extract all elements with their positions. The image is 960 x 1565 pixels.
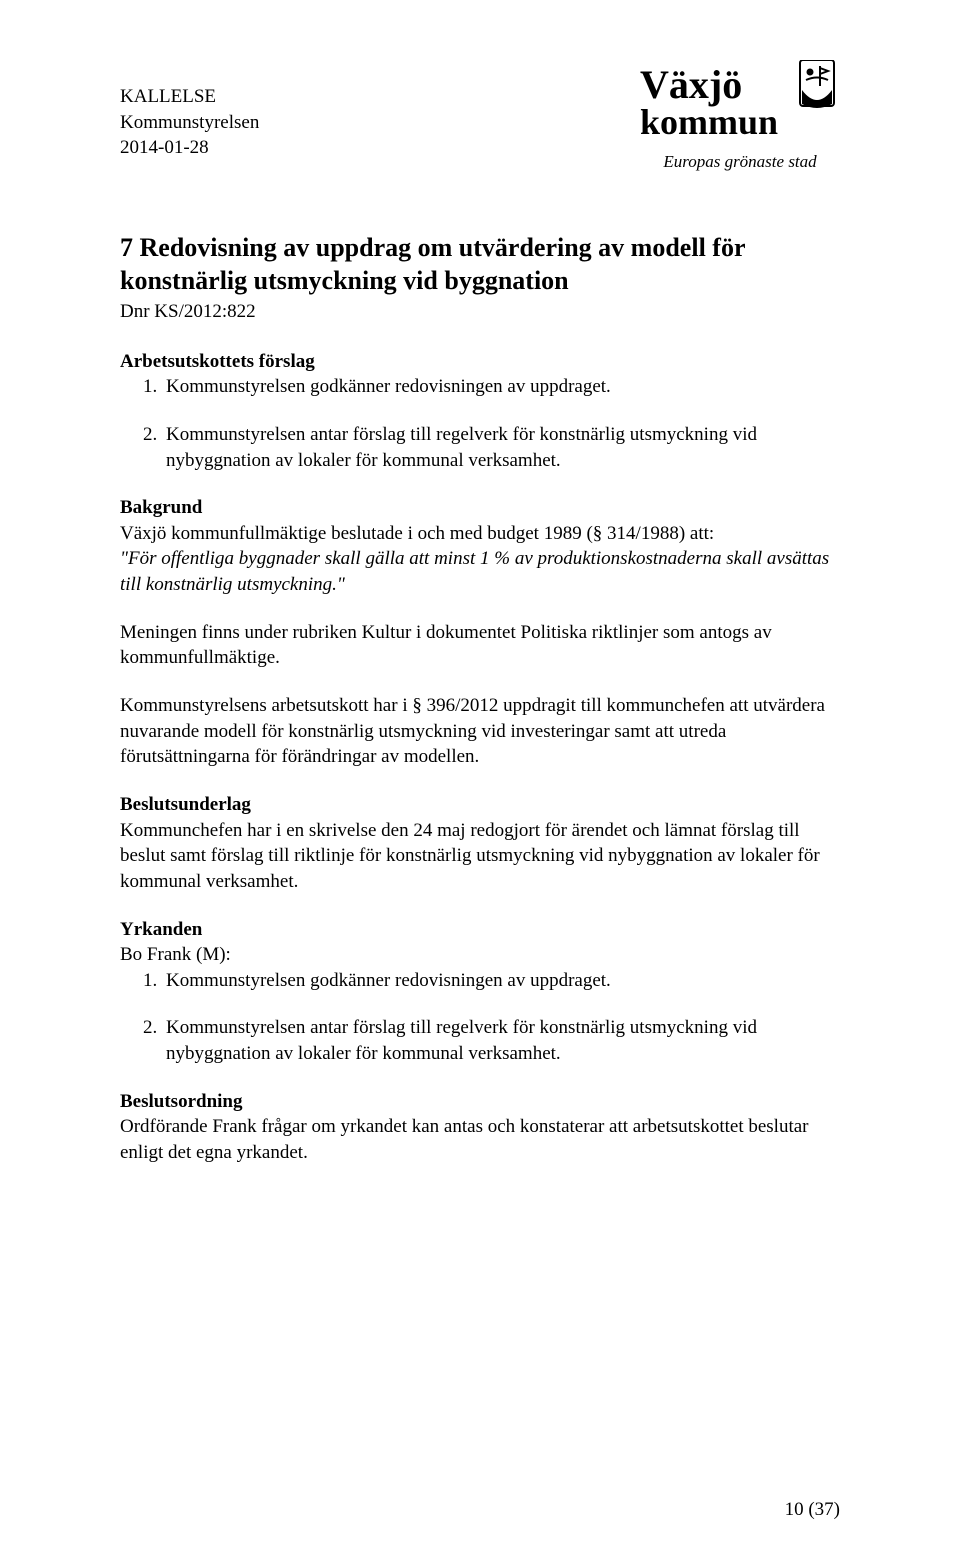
logo: Växjö kommun Europas grönaste stad xyxy=(640,60,840,172)
yrkanden-person: Bo Frank (M): xyxy=(120,942,840,968)
section-head-arbetsutskott: Arbetsutskottets förslag xyxy=(120,349,840,375)
proposal-item-2: Kommunstyrelsen antar förslag till regel… xyxy=(162,422,840,473)
doc-type: KALLELSE xyxy=(120,84,259,110)
page-title: 7 Redovisning av uppdrag om utvärdering … xyxy=(120,232,840,297)
logo-tagline: Europas grönaste stad xyxy=(640,152,840,172)
proposal-list: Kommunstyrelsen godkänner redovisningen … xyxy=(120,374,840,473)
content: 7 Redovisning av uppdrag om utvärdering … xyxy=(120,232,840,1166)
diary-number: Dnr KS/2012:822 xyxy=(120,299,840,325)
doc-board: Kommunstyrelsen xyxy=(120,110,259,136)
mening-para: Meningen finns under rubriken Kultur i d… xyxy=(120,620,840,671)
vaxjo-kommun-logo: Växjö kommun xyxy=(640,60,840,145)
yrkanden-item-1: Kommunstyrelsen godkänner redovisningen … xyxy=(162,968,840,994)
section-head-beslutsordning: Beslutsordning xyxy=(120,1089,840,1115)
yrkanden-list: Kommunstyrelsen godkänner redovisningen … xyxy=(120,968,840,1067)
section-head-yrkanden: Yrkanden xyxy=(120,917,840,943)
bakgrund-quote: "För offentliga byggnader skall gälla at… xyxy=(120,546,840,597)
beslutsordning-para: Ordförande Frank frågar om yrkandet kan … xyxy=(120,1114,840,1165)
section-head-bakgrund: Bakgrund xyxy=(120,495,840,521)
svg-text:Växjö: Växjö xyxy=(640,62,742,107)
header-left: KALLELSE Kommunstyrelsen 2014-01-28 xyxy=(120,60,259,161)
yrkanden-item-2: Kommunstyrelsen antar förslag till regel… xyxy=(162,1015,840,1066)
section-head-beslutsunderlag: Beslutsunderlag xyxy=(120,792,840,818)
page: KALLELSE Kommunstyrelsen 2014-01-28 Växj… xyxy=(0,0,960,1565)
proposal-item-1: Kommunstyrelsen godkänner redovisningen … xyxy=(162,374,840,400)
header: KALLELSE Kommunstyrelsen 2014-01-28 Växj… xyxy=(120,60,840,172)
beslutsunderlag-para: Kommunchefen har i en skrivelse den 24 m… xyxy=(120,818,840,895)
svg-text:kommun: kommun xyxy=(640,102,778,142)
arbetsutskott-para: Kommunstyrelsens arbetsutskott har i § 3… xyxy=(120,693,840,770)
doc-date: 2014-01-28 xyxy=(120,135,259,161)
bakgrund-intro: Växjö kommunfullmäktige beslutade i och … xyxy=(120,521,840,547)
page-number: 10 (37) xyxy=(785,1499,840,1521)
